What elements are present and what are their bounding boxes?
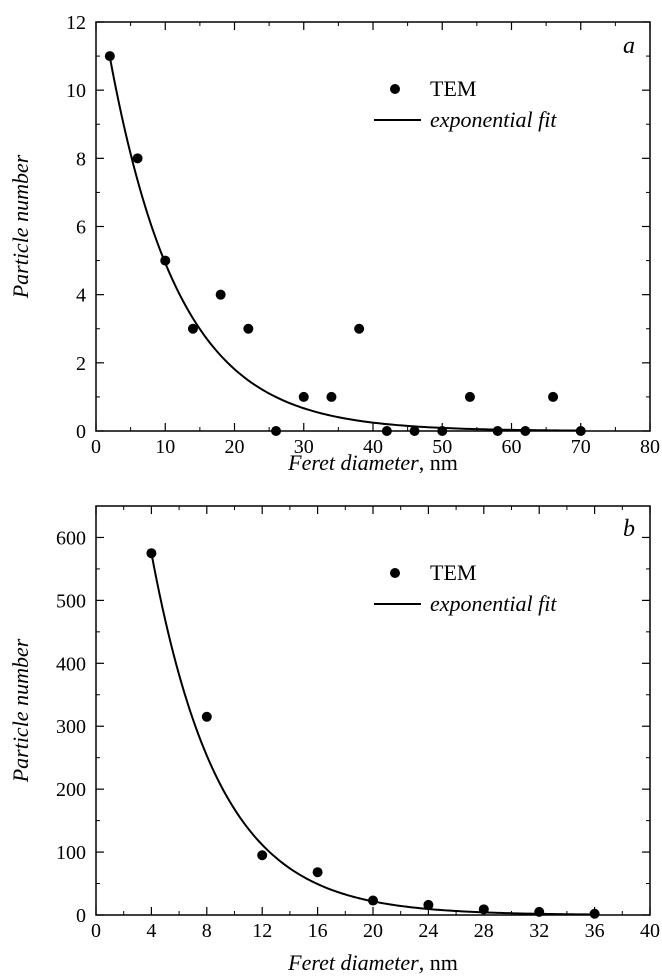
data-point-tem — [478, 904, 489, 915]
data-point-tem — [520, 426, 531, 436]
data-point-tem — [354, 323, 365, 334]
y-tick-label: 2 — [76, 353, 86, 375]
data-point-tem — [464, 391, 475, 402]
legend: TEM exponential fit — [374, 560, 557, 616]
legend-label-tem: TEM — [430, 560, 476, 585]
x-tick-label: 8 — [202, 920, 212, 942]
panel-letter: b — [623, 516, 635, 542]
y-tick-label: 0 — [76, 421, 86, 443]
data-point-tem — [104, 51, 115, 62]
x-tick-label: 32 — [529, 920, 549, 942]
y-axis-label: Particle number — [8, 154, 33, 299]
x-tick-label: 60 — [502, 436, 522, 458]
x-tick-label: 4 — [146, 920, 156, 942]
y-tick-label: 10 — [66, 80, 86, 102]
x-tick-label: 0 — [91, 436, 101, 458]
y-tick-label: 6 — [76, 217, 86, 239]
y-tick-label: 4 — [76, 285, 86, 307]
y-tick-label: 12 — [66, 12, 86, 34]
data-point-tem — [575, 426, 586, 436]
x-tick-label: 28 — [474, 920, 494, 942]
legend: TEM exponential fit — [374, 76, 557, 132]
x-tick-label: 80 — [640, 436, 660, 458]
x-tick-label: 50 — [432, 436, 452, 458]
y-axis-label: Particle number — [8, 638, 33, 783]
x-tick-label: 12 — [252, 920, 272, 942]
x-axis-label: Feret diameter, nm — [287, 450, 458, 475]
panel-letter: a — [623, 33, 635, 59]
y-tick-label: 300 — [56, 716, 86, 738]
data-point-tem — [215, 289, 226, 300]
y-tick-label: 0 — [76, 905, 86, 927]
data-point-tem — [589, 908, 600, 919]
x-tick-label: 0 — [91, 920, 101, 942]
x-tick-label: 24 — [418, 920, 438, 942]
data-point-tem — [132, 153, 143, 164]
x-axis-label: Feret diameter, nm — [287, 950, 458, 975]
x-tick-label: 16 — [308, 920, 328, 942]
data-point-tem — [437, 426, 448, 436]
legend-marker-tem — [390, 84, 400, 94]
panel-a: 0 10 20 30 40 50 60 70 80 0 2 4 6 8 10 12 Feret diamete… — [8, 12, 660, 475]
data-point-tem — [146, 548, 157, 559]
x-tick-label: 30 — [294, 436, 314, 458]
legend-label-tem: TEM — [430, 76, 476, 101]
data-point-tem — [492, 426, 503, 436]
legend-marker-tem — [390, 568, 400, 578]
y-tick-label: 500 — [56, 590, 86, 612]
data-point-tem — [381, 426, 392, 436]
data-point-tem — [201, 711, 212, 722]
plot-frame — [95, 21, 651, 432]
y-tick-label: 600 — [56, 527, 86, 549]
data-point-tem — [243, 323, 254, 334]
x-tick-label: 20 — [363, 920, 383, 942]
y-tick-label: 8 — [76, 148, 86, 170]
y-tick-label: 400 — [56, 653, 86, 675]
data-point-tem — [368, 895, 378, 906]
data-point-tem — [298, 391, 309, 402]
data-point-tem — [534, 906, 545, 917]
data-point-tem — [423, 899, 434, 910]
data-point-tem — [548, 391, 559, 402]
plot-frame — [95, 505, 651, 916]
x-tick-label: 20 — [225, 436, 245, 458]
data-point-tem — [312, 867, 323, 878]
x-tick-label: 40 — [640, 920, 660, 942]
legend-label-fit: exponential fit — [430, 591, 557, 616]
x-tick-label: 10 — [155, 436, 175, 458]
data-point-tem — [257, 850, 268, 861]
x-tick-label: 70 — [571, 436, 591, 458]
x-tick-label: 36 — [585, 920, 605, 942]
x-tick-label: 40 — [363, 436, 383, 458]
y-tick-label: 100 — [56, 842, 86, 864]
data-point-tem — [409, 426, 420, 436]
data-point-tem — [271, 426, 282, 436]
data-point-tem — [187, 323, 198, 334]
data-point-tem — [160, 255, 171, 266]
y-tick-label: 200 — [56, 779, 86, 801]
legend-label-fit: exponential fit — [430, 107, 557, 132]
data-point-tem — [326, 391, 337, 402]
